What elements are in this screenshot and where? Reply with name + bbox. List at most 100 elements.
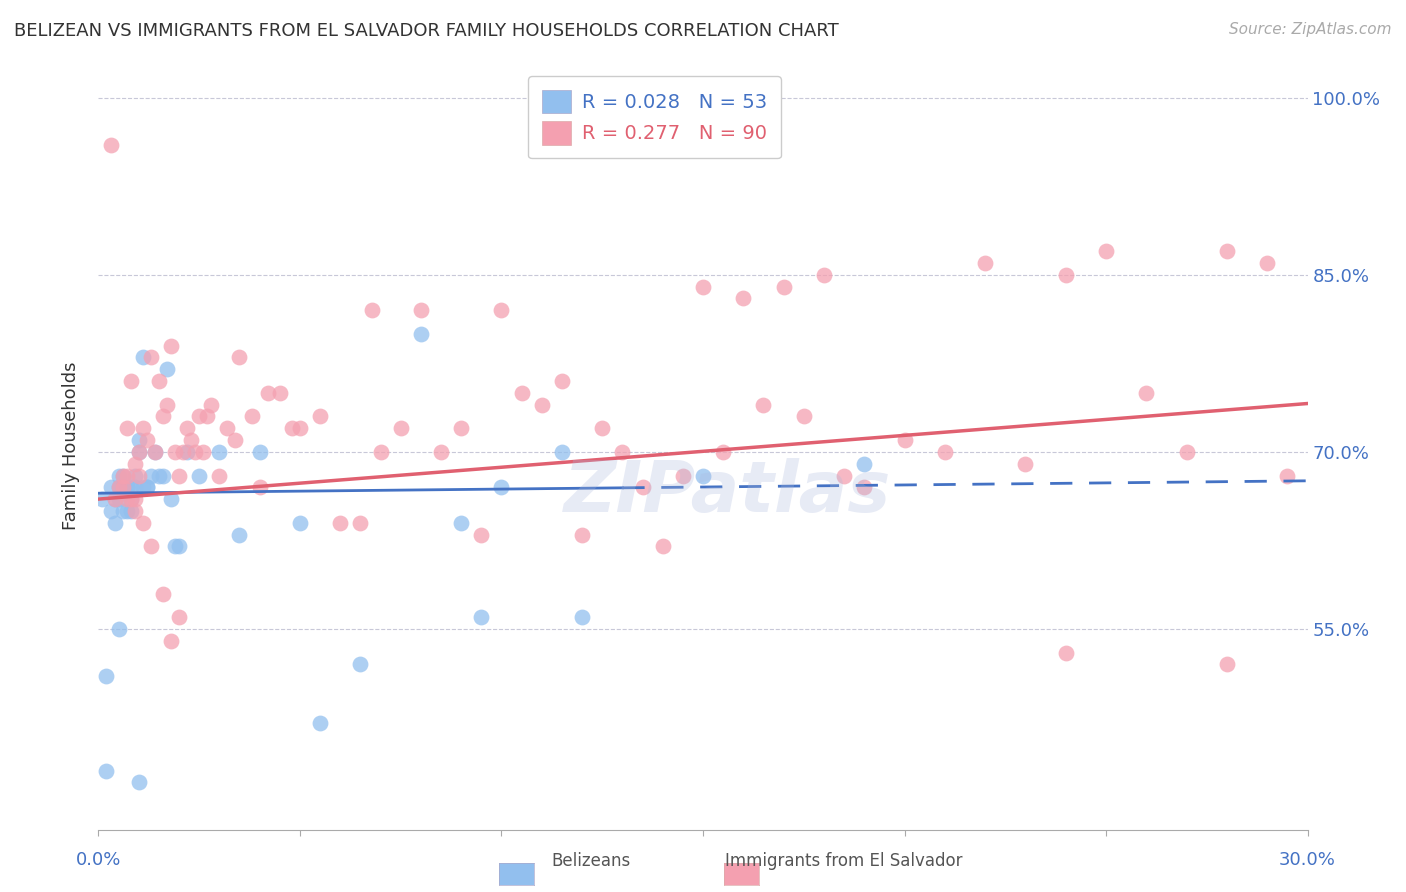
Point <box>100 480 122 494</box>
Point <box>288 421 311 435</box>
Point <box>167 539 190 553</box>
Point <box>152 468 174 483</box>
Point <box>329 516 352 530</box>
Point <box>832 468 855 483</box>
Point <box>491 303 513 318</box>
Point <box>139 351 162 365</box>
Point <box>450 516 472 530</box>
Point <box>1054 646 1077 660</box>
Point <box>124 457 146 471</box>
Point <box>91 492 114 507</box>
Point <box>135 433 157 447</box>
Point <box>853 480 876 494</box>
Point <box>111 480 134 494</box>
Point <box>1135 385 1157 400</box>
Point <box>510 385 533 400</box>
Point <box>256 385 278 400</box>
Point <box>124 504 146 518</box>
Point <box>1054 268 1077 282</box>
Point <box>551 374 574 388</box>
Point <box>160 633 183 648</box>
Point <box>132 516 155 530</box>
Point <box>120 480 142 494</box>
Point <box>389 421 412 435</box>
Point <box>1256 256 1278 270</box>
Point <box>853 457 876 471</box>
Point <box>115 480 138 494</box>
Point <box>120 504 142 518</box>
Point <box>156 398 179 412</box>
Point <box>208 468 231 483</box>
Point <box>132 421 155 435</box>
Point <box>974 256 997 270</box>
Point <box>128 468 150 483</box>
Point <box>143 445 166 459</box>
Point <box>172 445 194 459</box>
Point <box>115 468 138 483</box>
Point <box>148 468 170 483</box>
Point <box>135 480 157 494</box>
Point <box>1216 244 1239 259</box>
Point <box>752 398 775 412</box>
Point <box>128 433 150 447</box>
Point <box>124 468 146 483</box>
Point <box>491 480 513 494</box>
Point <box>409 326 432 341</box>
Point <box>111 468 134 483</box>
Point <box>96 764 118 778</box>
Point <box>772 279 794 293</box>
Point <box>96 669 118 683</box>
Point <box>349 516 371 530</box>
Point <box>107 480 129 494</box>
Point <box>692 279 714 293</box>
Text: 30.0%: 30.0% <box>1279 851 1336 869</box>
Point <box>152 586 174 600</box>
Point <box>551 445 574 459</box>
Point <box>349 657 371 672</box>
Point <box>228 351 250 365</box>
Point <box>176 421 198 435</box>
Point <box>240 409 263 424</box>
Point <box>184 445 207 459</box>
Point <box>733 292 755 306</box>
Point <box>132 351 155 365</box>
Point <box>115 421 138 435</box>
Point <box>107 492 129 507</box>
Text: 0.0%: 0.0% <box>76 851 121 869</box>
Point <box>470 610 492 624</box>
Point <box>132 480 155 494</box>
Point <box>208 445 231 459</box>
Point <box>571 610 593 624</box>
Point <box>1277 468 1299 483</box>
Point <box>1175 445 1198 459</box>
Point <box>139 468 162 483</box>
Point <box>148 374 170 388</box>
Point <box>100 138 122 153</box>
Point <box>160 492 183 507</box>
Point <box>103 516 125 530</box>
Point <box>1014 457 1036 471</box>
Text: BELIZEAN VS IMMIGRANTS FROM EL SALVADOR FAMILY HOUSEHOLDS CORRELATION CHART: BELIZEAN VS IMMIGRANTS FROM EL SALVADOR … <box>14 22 839 40</box>
Point <box>120 492 142 507</box>
Point <box>591 421 613 435</box>
Point <box>103 492 125 507</box>
Point <box>934 445 956 459</box>
Point <box>692 468 714 483</box>
Point <box>195 409 218 424</box>
Point <box>115 504 138 518</box>
Y-axis label: Family Households: Family Households <box>62 362 80 530</box>
Point <box>813 268 835 282</box>
Point <box>470 527 492 541</box>
Point <box>288 516 311 530</box>
Point <box>160 339 183 353</box>
Point <box>893 433 915 447</box>
Point <box>361 303 384 318</box>
Point <box>163 539 186 553</box>
Point <box>409 303 432 318</box>
Point <box>167 468 190 483</box>
Point <box>180 433 202 447</box>
Point <box>370 445 392 459</box>
Point <box>135 480 157 494</box>
Point <box>309 716 332 731</box>
Point <box>430 445 453 459</box>
